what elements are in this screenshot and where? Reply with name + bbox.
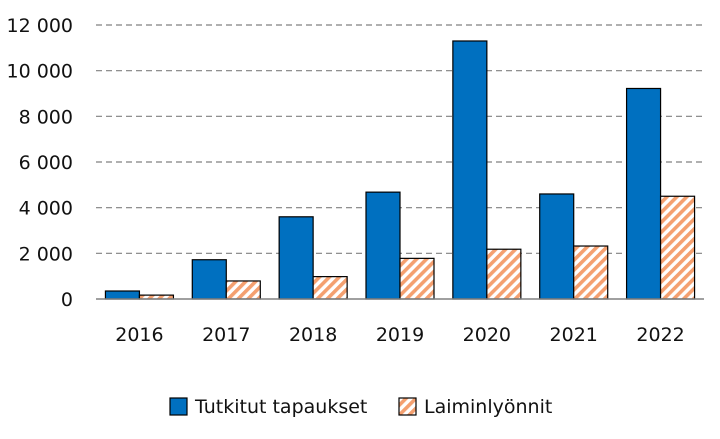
bar-tutkitut-tapaukset-2021 (539, 193, 575, 300)
bar-tutkitut-tapaukset-2018 (278, 216, 314, 300)
x-tick-label: 2017 (202, 324, 250, 346)
y-tick-label: 4 000 (19, 198, 73, 220)
bar-laiminlyonnit-2019 (399, 257, 435, 300)
x-tick-label: 2021 (550, 324, 598, 346)
y-tick-label: 8 000 (19, 106, 73, 128)
bar-tutkitut-tapaukset-2019 (365, 191, 401, 300)
y-tick-label: 0 (61, 289, 73, 311)
bar-tutkitut-tapaukset-2020 (452, 40, 488, 300)
bars (104, 40, 696, 300)
x-tick-label: 2016 (115, 324, 163, 346)
bar-laiminlyonnit-2021 (573, 245, 609, 300)
legend-label-laiminlyonnit: Laiminlyönnit (424, 396, 552, 418)
legend-swatch-tutkitut-tapaukset (169, 397, 188, 416)
y-tick-label: 2 000 (19, 243, 73, 265)
legend-swatch-laiminlyonnit (398, 397, 417, 416)
y-axis-tick-labels: 0 2 000 4 000 6 000 8 000 10 000 12 000 (7, 15, 73, 311)
bar-tutkitut-tapaukset-2022 (625, 87, 662, 300)
y-tick-label: 6 000 (19, 152, 73, 174)
bar-tutkitut-tapaukset-2016 (104, 290, 141, 300)
bar-laiminlyonnit-2020 (486, 248, 522, 300)
bar-laiminlyonnit-2022 (659, 195, 696, 300)
x-tick-label: 2020 (463, 324, 511, 346)
y-tick-label: 10 000 (7, 61, 73, 83)
legend-label-tutkitut-tapaukset: Tutkitut tapaukset (194, 396, 367, 418)
x-tick-label: 2019 (376, 324, 424, 346)
x-axis-tick-labels: 2016 2017 2018 2019 2020 2021 2022 (115, 324, 685, 346)
y-tick-label: 12 000 (7, 15, 73, 37)
legend: Tutkitut tapaukset Laiminlyönnit (169, 396, 552, 418)
x-tick-label: 2022 (636, 324, 684, 346)
x-tick-label: 2018 (289, 324, 337, 346)
bar-laiminlyonnit-2018 (312, 276, 348, 300)
bar-tutkitut-tapaukset-2017 (191, 259, 227, 300)
bar-laiminlyonnit-2017 (225, 280, 261, 300)
